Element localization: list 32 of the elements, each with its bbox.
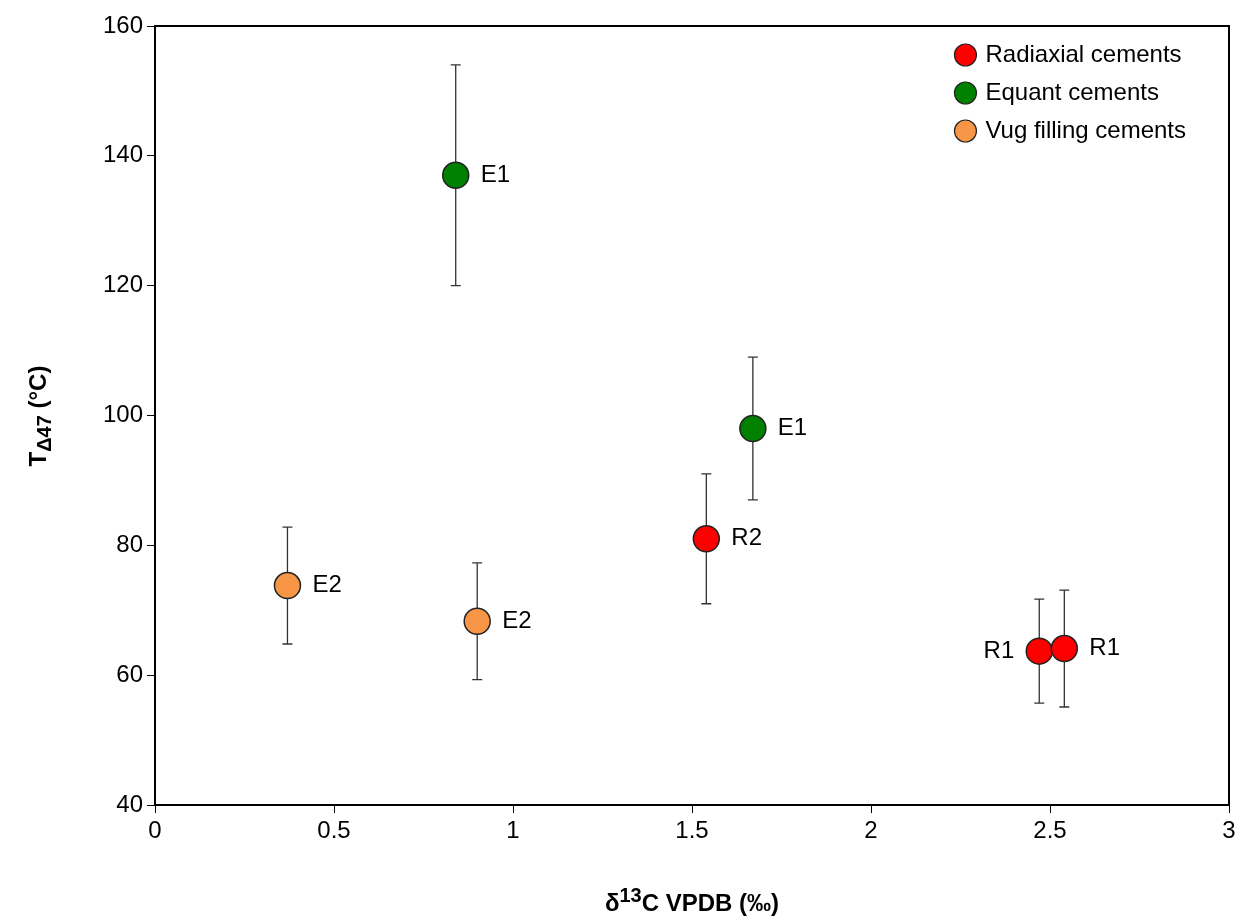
y-tick-label: 40 [116,789,143,817]
point [1025,637,1054,665]
annotation: R2 [731,523,763,551]
annotation: E1 [777,413,808,441]
legend-label: Radiaxial cements [985,39,1182,67]
point [463,607,491,636]
x-tick-label: 3 [1222,816,1236,844]
y-tick-label: 100 [102,400,143,428]
x-tick-label: 2 [864,816,878,844]
annotation: R1 [1089,633,1121,661]
x-axis-title: δ$^{13}$C VPDB (‰) [603,884,781,917]
x-tick-label: 1.5 [675,816,709,844]
y-tick-label: 60 [116,659,143,687]
annotation: E2 [312,570,342,598]
annotation: E2 [502,605,532,633]
x-tick-label: 0 [148,816,162,844]
y-tick-label: 140 [102,140,143,168]
annotation: R1 [983,635,1015,663]
y-tick-label: 80 [116,529,143,557]
point [1050,634,1079,663]
x-tick-label: 2.5 [1033,816,1067,844]
point [273,571,302,600]
legend-label: Equant cements [985,77,1159,105]
x-tick-label: 0.5 [317,816,351,844]
y-tick-label: 160 [102,10,143,38]
point [441,161,470,190]
y-tick-label: 120 [102,270,143,298]
point [739,414,767,443]
x-tick-label: 1 [506,816,520,844]
point [692,525,721,553]
annotation: E1 [480,159,511,187]
legend-label: Vug filling cements [985,115,1186,143]
